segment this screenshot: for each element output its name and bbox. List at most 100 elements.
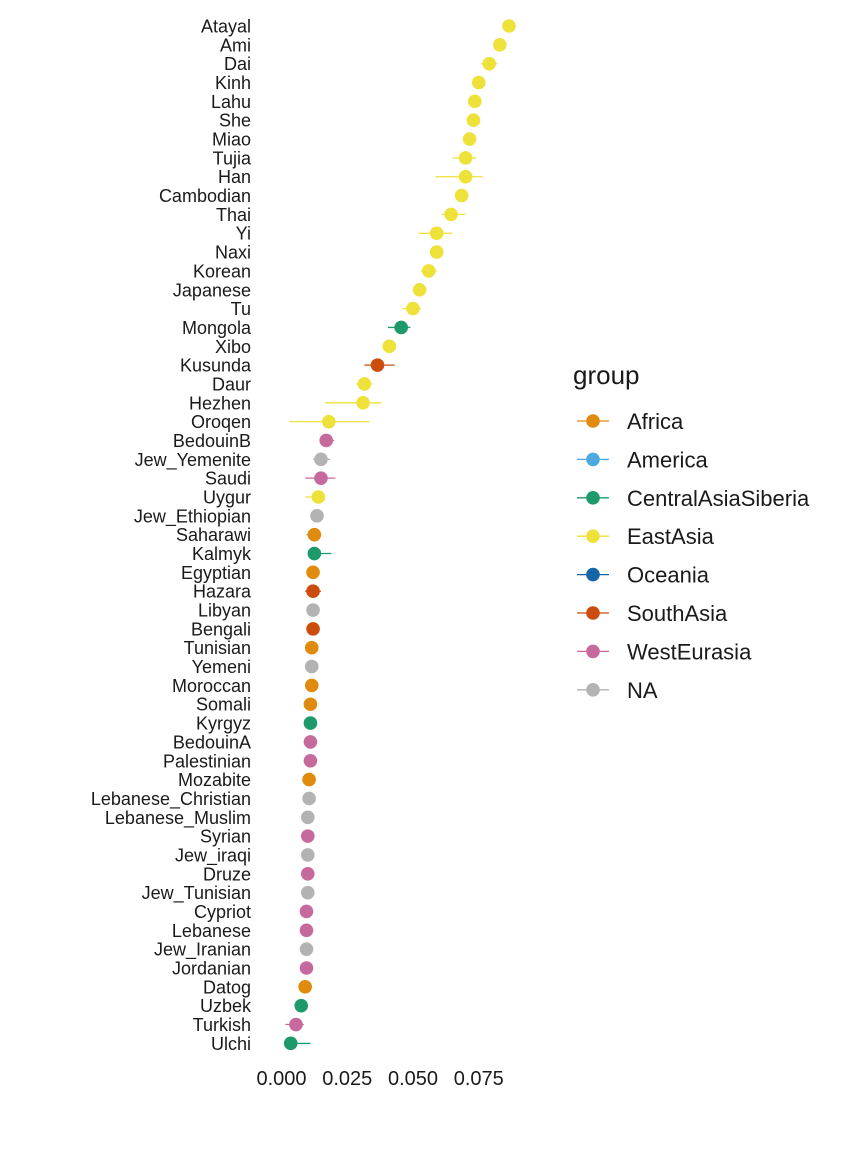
x-tick-label: 0.050: [388, 1068, 438, 1090]
data-point: [301, 848, 315, 862]
data-points: [283, 19, 516, 1051]
y-tick-label: Miao: [212, 130, 251, 150]
y-tick-label: Turkish: [193, 1015, 251, 1035]
legend-label: SouthAsia: [627, 601, 728, 626]
data-point: [394, 320, 408, 335]
y-tick-label: Uygur: [203, 488, 251, 508]
y-tick-label: Egyptian: [181, 563, 251, 583]
data-point: [307, 546, 322, 561]
y-tick-label: Japanese: [173, 280, 251, 300]
y-tick-label: Lebanese_Muslim: [105, 808, 251, 829]
data-point: [306, 565, 320, 580]
y-tick-label: Yemeni: [192, 657, 251, 677]
y-tick-label: Cypriot: [194, 902, 251, 922]
y-tick-label: Han: [218, 167, 251, 187]
data-point: [421, 264, 436, 278]
y-tick-label: Lahu: [211, 92, 251, 112]
data-point: [301, 829, 315, 843]
legend-label: EastAsia: [627, 524, 715, 549]
data-point: [444, 207, 458, 222]
legend-label: WestEurasia: [627, 639, 752, 664]
y-tick-label: Syrian: [200, 827, 251, 847]
y-tick-label: Jew_Yemenite: [135, 450, 251, 471]
data-point: [306, 622, 320, 636]
data-point: [294, 998, 309, 1013]
data-point: [412, 282, 427, 297]
y-tick-label: BedouinA: [173, 732, 251, 752]
data-point: [303, 735, 318, 749]
data-point: [357, 377, 372, 391]
y-tick-label: Mozabite: [178, 770, 251, 790]
legend: group Africa America CentralAsiaSiberia Eas…: [573, 360, 810, 703]
x-tick-label: 0.000: [256, 1068, 306, 1090]
legend-label: CentralAsiaSiberia: [627, 486, 810, 511]
data-point: [319, 433, 334, 448]
legend-label: Oceania: [627, 563, 710, 588]
y-tick-label: Lebanese: [172, 921, 251, 941]
y-tick-label: Yi: [236, 224, 251, 244]
y-tick-label: Saharawi: [176, 525, 251, 545]
y-tick-label: Xibo: [215, 337, 251, 357]
data-point: [356, 396, 370, 410]
data-point: [306, 584, 320, 598]
y-tick-label: Tujia: [213, 148, 252, 168]
y-tick-label: Ami: [220, 35, 251, 55]
y-tick-label: Lebanese_Christian: [91, 789, 251, 810]
data-point: [466, 113, 481, 127]
data-point: [307, 527, 322, 542]
legend-key-dot: [586, 644, 600, 659]
y-tick-label: Dai: [224, 54, 251, 74]
data-point: [311, 490, 326, 504]
legend-key-dot: [586, 414, 600, 428]
y-tick-label: Jew_Tunisian: [142, 883, 251, 904]
y-tick-label: Naxi: [215, 243, 251, 263]
data-point: [458, 169, 473, 184]
y-tick-label: Ulchi: [211, 1034, 251, 1054]
y-tick-label: Kusunda: [180, 356, 252, 376]
y-tick-label: Somali: [196, 695, 251, 715]
legend-label: America: [627, 447, 708, 472]
y-tick-label: Hazara: [193, 582, 252, 602]
y-tick-label: Kalmyk: [192, 544, 252, 564]
data-point: [302, 791, 316, 806]
data-point: [301, 885, 315, 900]
data-point: [304, 659, 319, 674]
y-tick-label: Kyrgyz: [196, 714, 251, 734]
data-point: [304, 640, 319, 655]
data-point: [301, 867, 315, 881]
data-point: [304, 678, 319, 693]
data-point: [298, 980, 312, 994]
data-point: [283, 1036, 298, 1051]
x-axis-tick-labels: 0.000 0.025 0.050 0.075: [256, 1068, 503, 1090]
y-tick-label: Libyan: [198, 601, 251, 621]
data-point: [429, 245, 444, 259]
legend-key-dot: [586, 491, 600, 505]
x-tick-label: 0.025: [322, 1068, 372, 1090]
data-point: [468, 94, 482, 109]
y-tick-label: She: [219, 111, 251, 131]
data-point: [429, 226, 444, 241]
data-point: [314, 471, 328, 485]
y-tick-label: Tunisian: [184, 638, 251, 658]
data-point: [299, 961, 314, 975]
data-point: [301, 810, 315, 825]
y-axis-labels: AtayalAmiDaiKinhLahuSheMiaoTujiaHanCambo…: [91, 17, 252, 1054]
data-point: [458, 151, 473, 165]
legend-key-dot: [586, 529, 600, 543]
y-tick-label: Uzbek: [200, 996, 252, 1016]
y-tick-label: Atayal: [201, 17, 251, 37]
data-point: [303, 753, 318, 768]
y-tick-label: Datog: [203, 977, 251, 997]
legend-label: NA: [627, 678, 658, 703]
data-point: [302, 772, 316, 787]
y-tick-label: Kinh: [215, 73, 251, 93]
data-point: [303, 697, 318, 712]
legend-key-dot: [586, 683, 600, 697]
legend-key-dot: [586, 606, 600, 620]
data-point: [289, 1017, 303, 1032]
data-point: [299, 942, 314, 956]
data-point: [471, 75, 486, 90]
legend-key-dot: [586, 567, 600, 582]
y-tick-label: Jordanian: [172, 959, 251, 979]
